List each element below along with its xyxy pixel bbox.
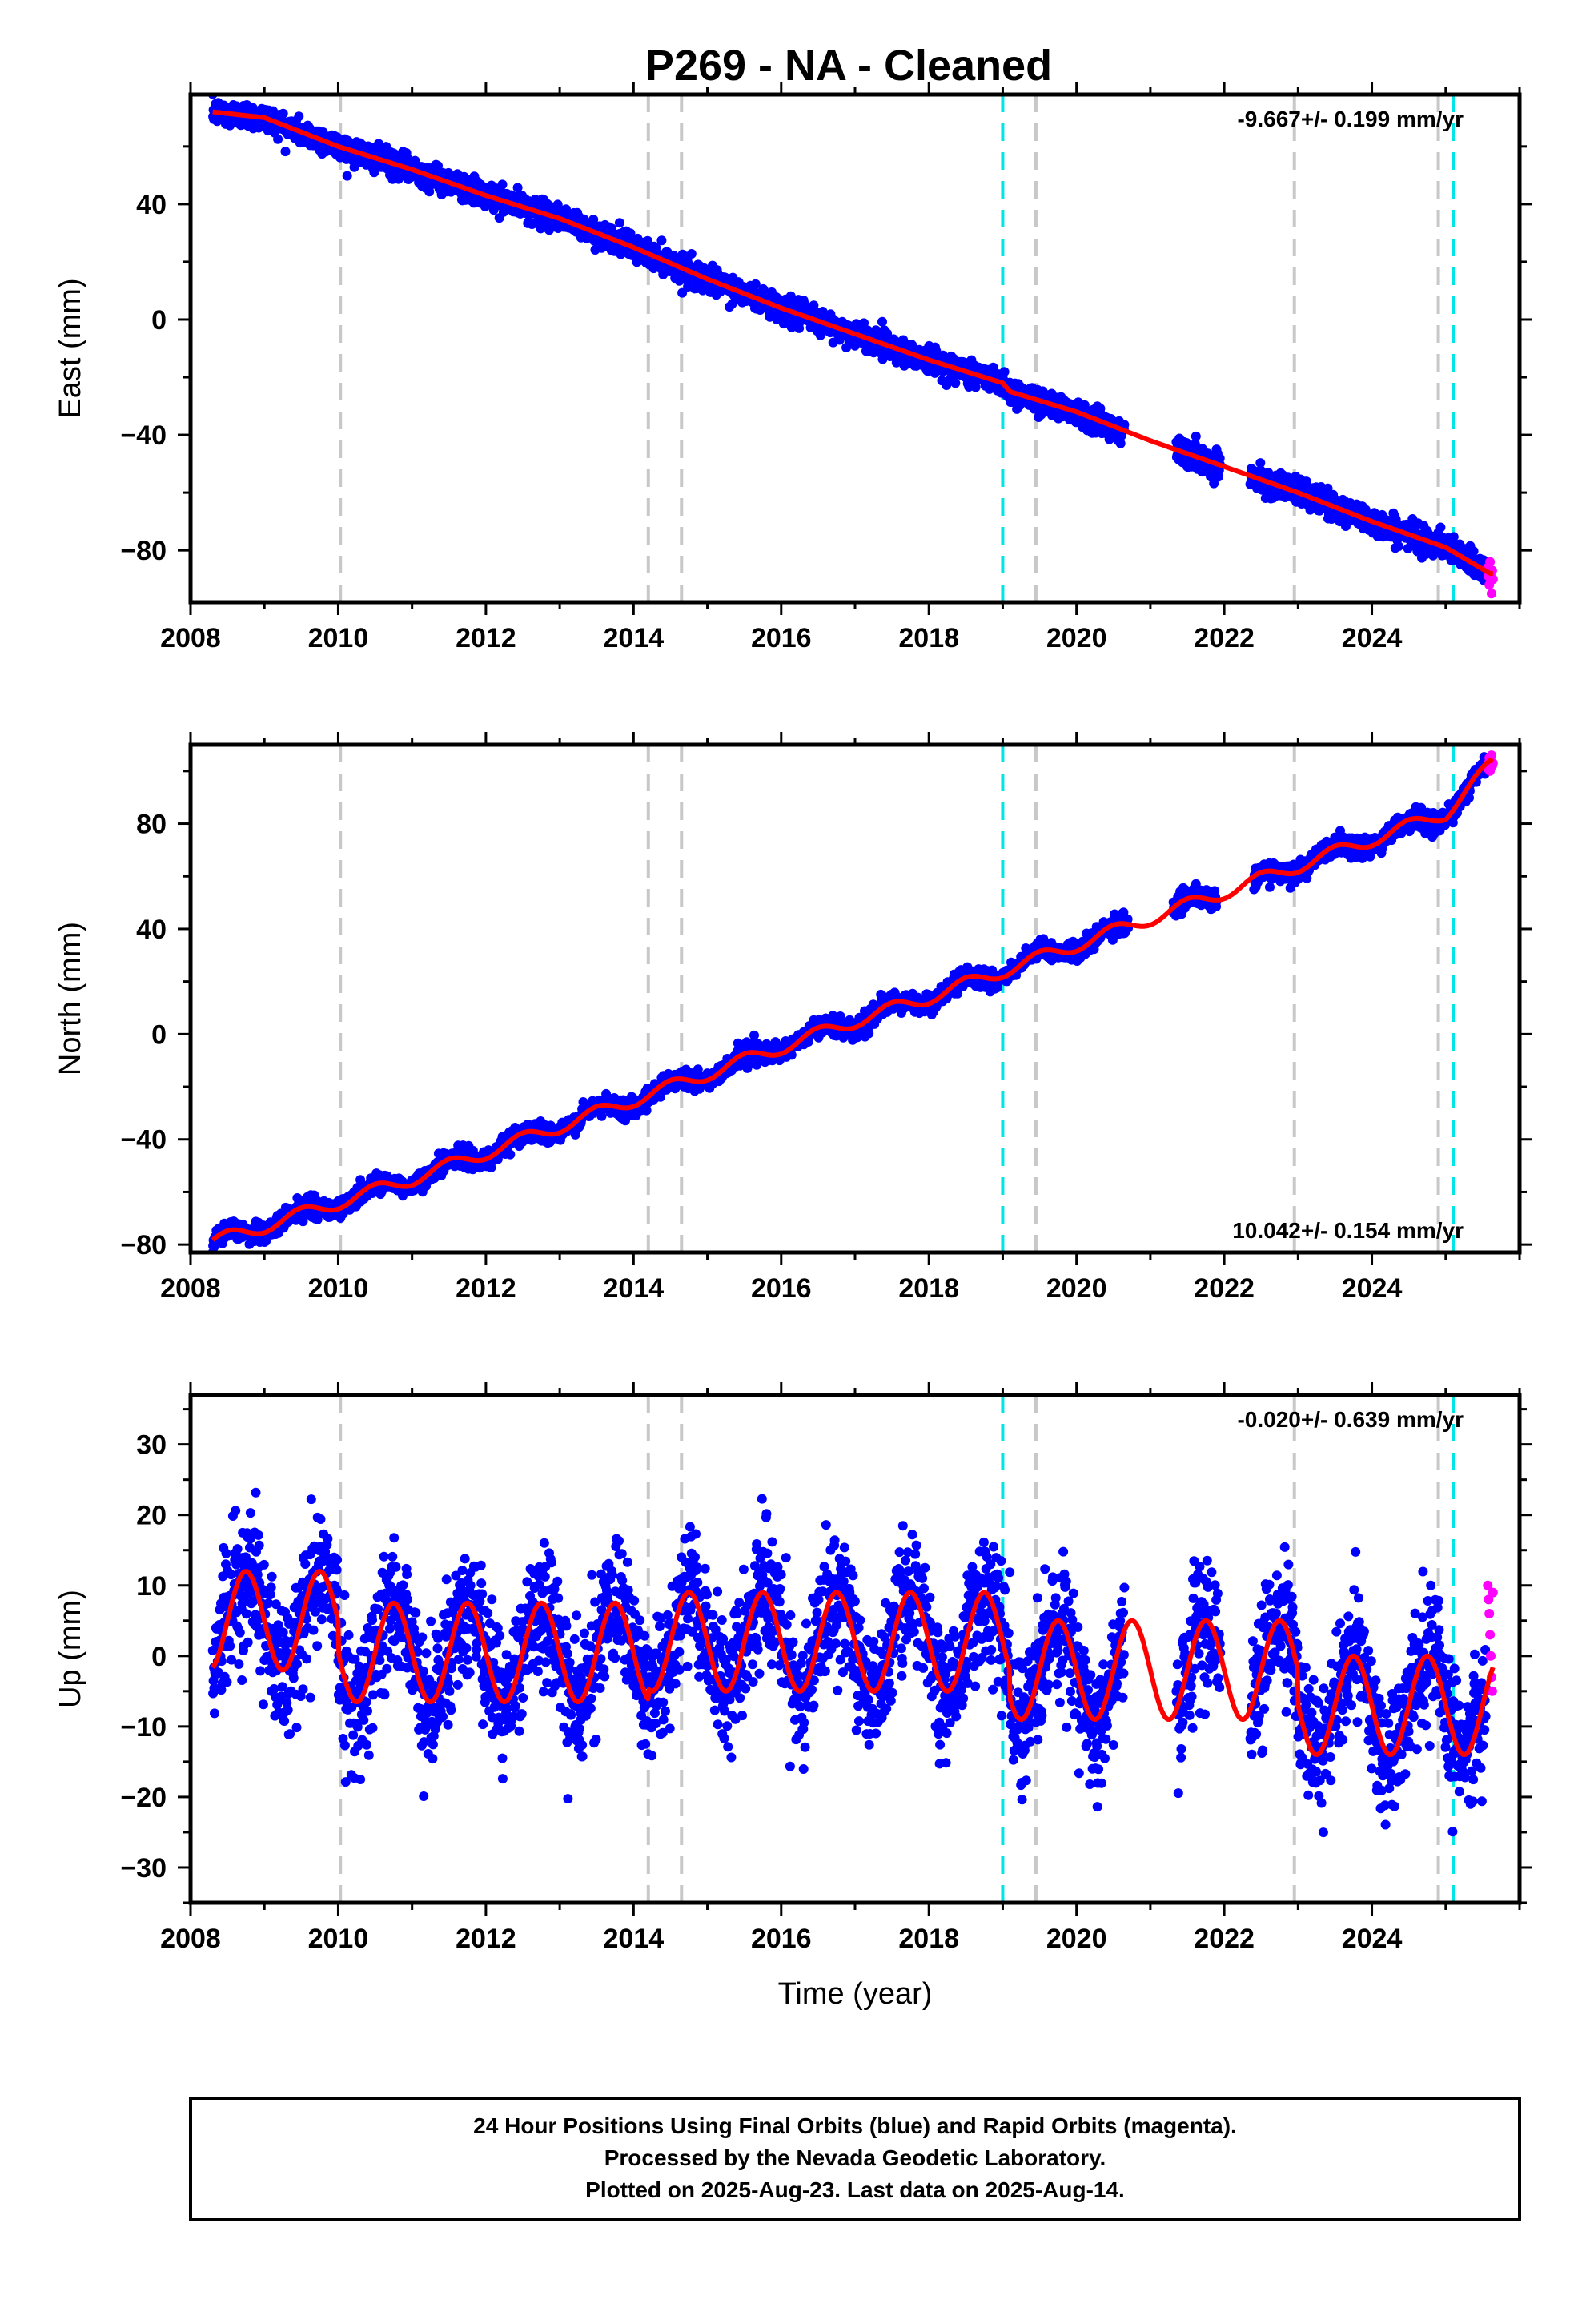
final-orbit-point: [614, 218, 624, 228]
final-orbit-point: [497, 179, 508, 190]
y-tick-label: −40: [120, 420, 167, 451]
x-tick-label: 2014: [604, 623, 665, 653]
final-orbit-point: [280, 147, 291, 157]
y-tick-label: −80: [120, 536, 167, 566]
rapid-orbit-point: [1485, 557, 1496, 567]
y-tick-label: 0: [151, 305, 167, 336]
final-orbit-point: [424, 187, 435, 197]
final-orbit-point: [1394, 541, 1403, 552]
final-orbit-point: [433, 161, 443, 171]
final-orbit-point: [686, 249, 697, 259]
rate-annotation: -9.667+/- 0.199 mm/yr: [1237, 107, 1464, 131]
final-orbit-points: [207, 752, 1492, 1252]
x-tick-label: 2012: [456, 623, 516, 653]
final-orbit-point: [225, 120, 235, 131]
north-panel: 2008 2010 2012 2014 2016 2018 2020 2022 2024−80−…: [54, 732, 1532, 1304]
plot-area: [207, 94, 1498, 602]
x-tick-label: 2008: [160, 623, 221, 653]
final-orbit-point: [561, 204, 571, 215]
final-orbit-point: [656, 235, 667, 246]
x-tick-label: 2020: [1046, 623, 1107, 653]
final-orbit-point: [999, 367, 1010, 377]
final-orbit-point: [342, 171, 352, 181]
final-orbit-point: [1468, 546, 1479, 557]
final-orbit-point: [512, 183, 523, 193]
final-orbit-point: [1191, 431, 1201, 441]
x-tick-label: 2016: [751, 623, 812, 653]
chart-title: P269 - NA - Cleaned: [645, 42, 1052, 90]
final-orbit-point: [505, 1149, 516, 1160]
y-tick-label: 40: [136, 190, 167, 220]
x-tick-label: 2010: [308, 623, 369, 653]
rapid-orbit-point: [1487, 589, 1496, 599]
plot-area: [207, 745, 1498, 1252]
x-tick-label: 2024: [1342, 623, 1403, 653]
east-panel: 2008 2010 2012 2014 2016 2018 2020 2022 2024 −80 −…: [54, 82, 1532, 653]
x-tick-label: 2022: [1194, 623, 1255, 653]
final-orbit-point: [950, 378, 961, 388]
final-orbit-point: [273, 134, 283, 144]
final-orbit-point: [278, 108, 288, 119]
final-orbit-point: [294, 111, 304, 122]
y-axis-label: East (mm): [54, 278, 87, 418]
final-orbit-point: [877, 316, 887, 327]
final-orbit-point: [588, 215, 599, 225]
final-orbit-point: [1435, 522, 1446, 533]
x-tick-label: 2018: [898, 623, 959, 653]
